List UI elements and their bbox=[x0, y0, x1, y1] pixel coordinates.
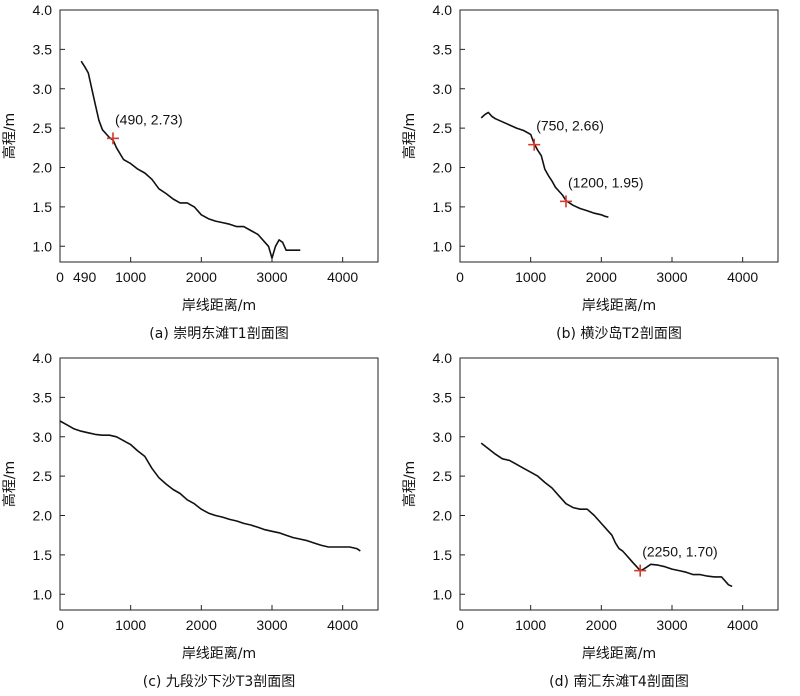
y-tick-label: 4.0 bbox=[33, 350, 53, 366]
y-tick-label: 1.5 bbox=[33, 547, 53, 563]
y-tick-label: 1.5 bbox=[33, 199, 53, 215]
annotation-label: (2250, 1.70) bbox=[642, 544, 718, 560]
y-tick-label: 4.0 bbox=[433, 2, 453, 18]
panel-d: 1.0 1.5 2.0 2.5 3.0 3.5 4.0 0 1000 2000 3000 4000 高程… bbox=[400, 348, 800, 696]
elevation-profile-line bbox=[480, 111, 609, 218]
x-tick-label: 3000 bbox=[256, 617, 287, 633]
plot-frame bbox=[59, 357, 379, 611]
annotation-marker bbox=[560, 195, 572, 208]
x-axis-title: 岸线距离/m bbox=[582, 297, 656, 314]
x-tick-label: 1000 bbox=[515, 617, 546, 633]
y-tick-label: 2.0 bbox=[33, 160, 53, 176]
elevation-profile-line bbox=[59, 420, 361, 552]
x-tick-label: 3000 bbox=[656, 269, 687, 285]
panel-caption: (b) 横沙岛T2剖面图 bbox=[556, 326, 682, 342]
x-tick-label: 1000 bbox=[115, 617, 146, 633]
x-tick-label: 0 bbox=[456, 269, 464, 285]
chart-d: 1.0 1.5 2.0 2.5 3.0 3.5 4.0 0 1000 2000 3000 4000 高程… bbox=[401, 350, 779, 690]
panel-caption: (c) 九段沙下沙T3剖面图 bbox=[143, 674, 296, 690]
annotation-marker bbox=[107, 132, 119, 145]
x-axis-title: 岸线距离/m bbox=[182, 645, 256, 662]
elevation-profile-line bbox=[80, 60, 301, 259]
panel-a: 1.0 1.5 2.0 2.5 3.0 3.5 4.0 0 1000 2000 3000 4000 49… bbox=[0, 0, 400, 348]
annotation-label: (1200, 1.95) bbox=[568, 174, 644, 190]
y-tick-label: 4.0 bbox=[433, 350, 453, 366]
chart-c: 1.0 1.5 2.0 2.5 3.0 3.5 4.0 0 1000 2000 3000 4000 高程… bbox=[1, 350, 379, 690]
y-tick-label: 1.0 bbox=[433, 586, 453, 602]
y-tick-label: 1.0 bbox=[433, 238, 453, 254]
elevation-profile-line bbox=[480, 442, 733, 588]
plot-frame bbox=[459, 357, 779, 611]
y-tick-label: 1.0 bbox=[33, 586, 53, 602]
y-tick-label: 3.5 bbox=[33, 389, 53, 405]
y-axis-title: 高程/m bbox=[401, 461, 418, 507]
y-tick-label: 1.0 bbox=[33, 238, 53, 254]
x-tick-label: 1000 bbox=[515, 269, 546, 285]
x-extra-tick-label: 490 bbox=[73, 269, 97, 285]
x-tick-label: 0 bbox=[56, 269, 64, 285]
x-tick-label: 3000 bbox=[656, 617, 687, 633]
panel-b: 1.0 1.5 2.0 2.5 3.0 3.5 4.0 0 1000 2000 3000 4000 高程… bbox=[400, 0, 800, 348]
y-tick-label: 1.5 bbox=[433, 199, 453, 215]
y-tick-label: 2.0 bbox=[433, 508, 453, 524]
plot-frame bbox=[59, 9, 379, 263]
x-tick-label: 4000 bbox=[327, 269, 358, 285]
x-tick-label: 2000 bbox=[586, 617, 617, 633]
annotation-marker bbox=[634, 564, 647, 577]
panel-c: 1.0 1.5 2.0 2.5 3.0 3.5 4.0 0 1000 2000 3000 4000 高程… bbox=[0, 348, 400, 696]
y-tick-label: 3.0 bbox=[433, 429, 453, 445]
y-tick-label: 3.5 bbox=[433, 389, 453, 405]
x-tick-label: 4000 bbox=[727, 617, 758, 633]
x-tick-label: 1000 bbox=[115, 269, 146, 285]
panel-caption: (a) 崇明东滩T1剖面图 bbox=[149, 326, 288, 342]
y-tick-label: 2.5 bbox=[33, 468, 53, 484]
x-tick-label: 4000 bbox=[327, 617, 358, 633]
plot-frame bbox=[459, 9, 779, 263]
y-axis-title: 高程/m bbox=[1, 113, 18, 159]
y-tick-label: 2.5 bbox=[433, 120, 453, 136]
annotation-label: (490, 2.73) bbox=[115, 111, 183, 127]
x-tick-label: 2000 bbox=[186, 617, 217, 633]
y-tick-label: 3.0 bbox=[33, 81, 53, 97]
chart-a: 1.0 1.5 2.0 2.5 3.0 3.5 4.0 0 1000 2000 3000 4000 49… bbox=[1, 2, 379, 342]
x-tick-label: 0 bbox=[456, 617, 464, 633]
y-axis-title: 高程/m bbox=[1, 461, 18, 507]
x-axis-title: 岸线距离/m bbox=[182, 297, 256, 314]
y-tick-label: 2.5 bbox=[33, 120, 53, 136]
x-tick-label: 2000 bbox=[586, 269, 617, 285]
y-tick-label: 2.0 bbox=[433, 160, 453, 176]
x-axis-title: 岸线距离/m bbox=[582, 645, 656, 662]
chart-b: 1.0 1.5 2.0 2.5 3.0 3.5 4.0 0 1000 2000 3000 4000 高程… bbox=[401, 2, 779, 342]
y-axis-title: 高程/m bbox=[401, 113, 418, 159]
x-tick-label: 2000 bbox=[186, 269, 217, 285]
y-tick-label: 3.5 bbox=[33, 41, 53, 57]
x-tick-label: 0 bbox=[56, 617, 64, 633]
panel-caption: (d) 南汇东滩T4剖面图 bbox=[549, 674, 689, 690]
y-tick-label: 3.5 bbox=[433, 41, 453, 57]
y-tick-label: 4.0 bbox=[33, 2, 53, 18]
annotation-label: (750, 2.66) bbox=[536, 118, 604, 134]
annotation-marker bbox=[528, 138, 541, 151]
y-tick-label: 3.0 bbox=[33, 429, 53, 445]
x-tick-label: 4000 bbox=[727, 269, 758, 285]
y-tick-label: 2.5 bbox=[433, 468, 453, 484]
y-tick-label: 1.5 bbox=[433, 547, 453, 563]
y-tick-label: 2.0 bbox=[33, 508, 53, 524]
y-tick-label: 3.0 bbox=[433, 81, 453, 97]
x-tick-label: 3000 bbox=[256, 269, 287, 285]
